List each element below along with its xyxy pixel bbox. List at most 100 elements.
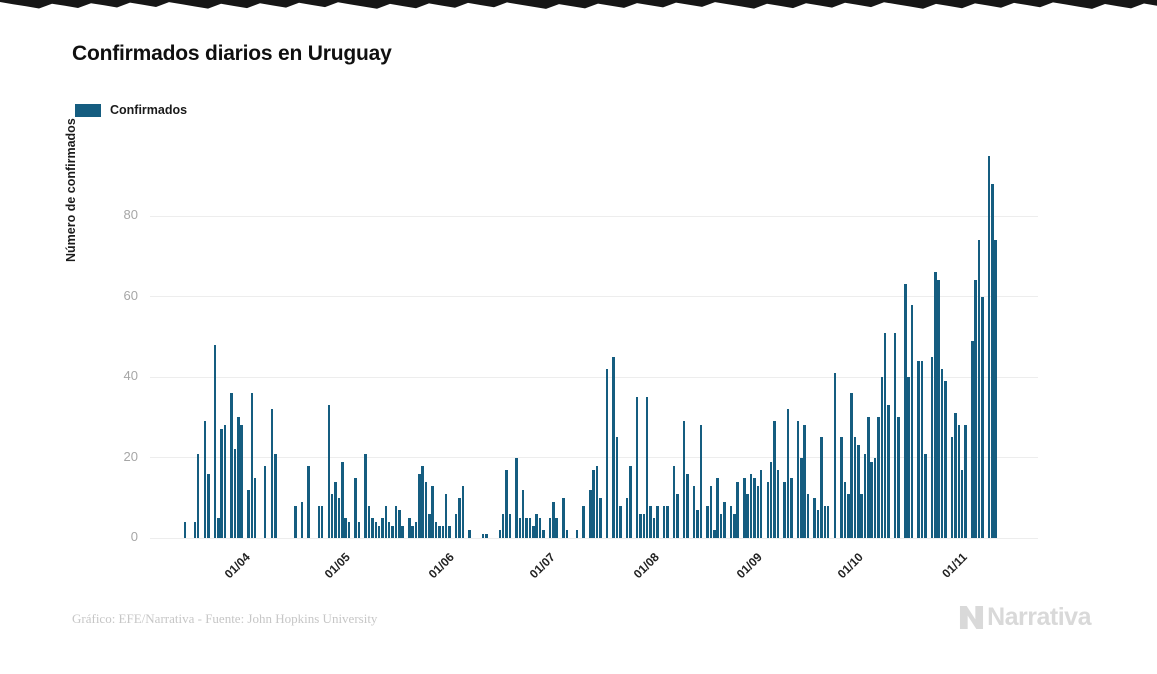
bar — [612, 356, 615, 538]
bar — [977, 240, 981, 538]
bar — [843, 481, 847, 538]
bar — [783, 481, 786, 538]
bar — [193, 521, 197, 538]
bar — [820, 437, 823, 538]
x-tick-label-01-10: 01/10 — [834, 550, 866, 582]
bar — [508, 513, 512, 538]
bar — [883, 332, 887, 538]
bar — [418, 473, 421, 538]
bar — [833, 373, 837, 538]
legend-swatch-icon — [75, 103, 101, 117]
bar — [672, 465, 676, 538]
bar — [940, 368, 944, 538]
bar — [756, 485, 760, 538]
bar — [723, 501, 726, 538]
bar — [850, 393, 853, 538]
bar — [642, 513, 646, 538]
bar — [682, 421, 686, 538]
bar — [733, 513, 736, 538]
bar — [934, 272, 937, 538]
x-tick-label-01-09: 01/09 — [734, 550, 766, 582]
bar — [461, 485, 465, 538]
bar — [528, 517, 532, 538]
bar — [666, 505, 669, 538]
bar — [776, 469, 780, 538]
chart-title: Confirmados diarios en Uruguay — [72, 42, 392, 65]
bar — [203, 421, 207, 538]
bar — [521, 489, 525, 538]
bar — [364, 453, 367, 538]
bar — [759, 469, 763, 538]
bar — [910, 304, 914, 538]
bar — [300, 501, 304, 538]
bar — [599, 497, 602, 538]
bar — [247, 489, 250, 538]
bar — [367, 505, 371, 538]
bar — [880, 377, 884, 538]
bar — [337, 497, 341, 538]
bar — [354, 477, 357, 538]
bar — [592, 469, 595, 538]
bar — [970, 340, 974, 538]
bar — [957, 425, 961, 538]
bar — [920, 360, 924, 538]
bar — [240, 425, 244, 538]
y-tick-label-80: 80 — [123, 207, 138, 222]
bar — [944, 381, 947, 538]
bar — [397, 509, 401, 538]
brand-logo: Narrativa — [959, 603, 1091, 632]
bar — [371, 517, 374, 538]
x-tick-label-01-04: 01/04 — [221, 550, 253, 582]
bar — [605, 368, 609, 538]
bar — [635, 397, 639, 538]
bar — [421, 465, 424, 538]
bar — [753, 477, 756, 538]
bar — [330, 493, 334, 538]
bar — [813, 497, 817, 538]
bar — [873, 457, 877, 538]
x-tick-label-01-05: 01/05 — [322, 550, 354, 582]
bar — [230, 393, 233, 538]
bar — [501, 513, 505, 538]
bar — [974, 280, 977, 538]
bar — [954, 413, 957, 538]
bar — [481, 534, 485, 538]
gridline-y-80 — [150, 215, 1038, 217]
bar — [562, 497, 565, 538]
gridline-y-20 — [150, 457, 1038, 458]
bar — [867, 417, 870, 538]
bar — [853, 437, 857, 538]
bar — [981, 296, 984, 538]
bar — [424, 481, 428, 538]
bar — [377, 525, 381, 538]
bar — [769, 461, 773, 538]
bar — [538, 517, 542, 538]
plot-area — [150, 140, 1038, 539]
bar — [411, 525, 414, 538]
bar — [699, 425, 703, 538]
bar — [408, 517, 411, 538]
bar — [652, 517, 656, 538]
bar — [800, 457, 803, 538]
bar — [532, 525, 535, 538]
bar — [806, 493, 810, 538]
bar — [991, 183, 994, 538]
bar — [716, 477, 719, 538]
bar — [485, 534, 488, 538]
bar — [692, 485, 696, 538]
bar — [515, 457, 518, 538]
bar — [223, 425, 227, 538]
bar — [629, 465, 632, 538]
bar — [686, 473, 689, 538]
bar — [625, 497, 629, 538]
bar — [183, 521, 187, 538]
bar — [438, 525, 441, 538]
bar — [535, 513, 538, 538]
bar — [344, 517, 347, 538]
bar — [394, 505, 398, 538]
bar — [930, 356, 934, 538]
bar — [341, 461, 344, 538]
brand-text: Narrativa — [987, 603, 1091, 631]
bar — [877, 417, 880, 538]
bar — [431, 485, 435, 538]
